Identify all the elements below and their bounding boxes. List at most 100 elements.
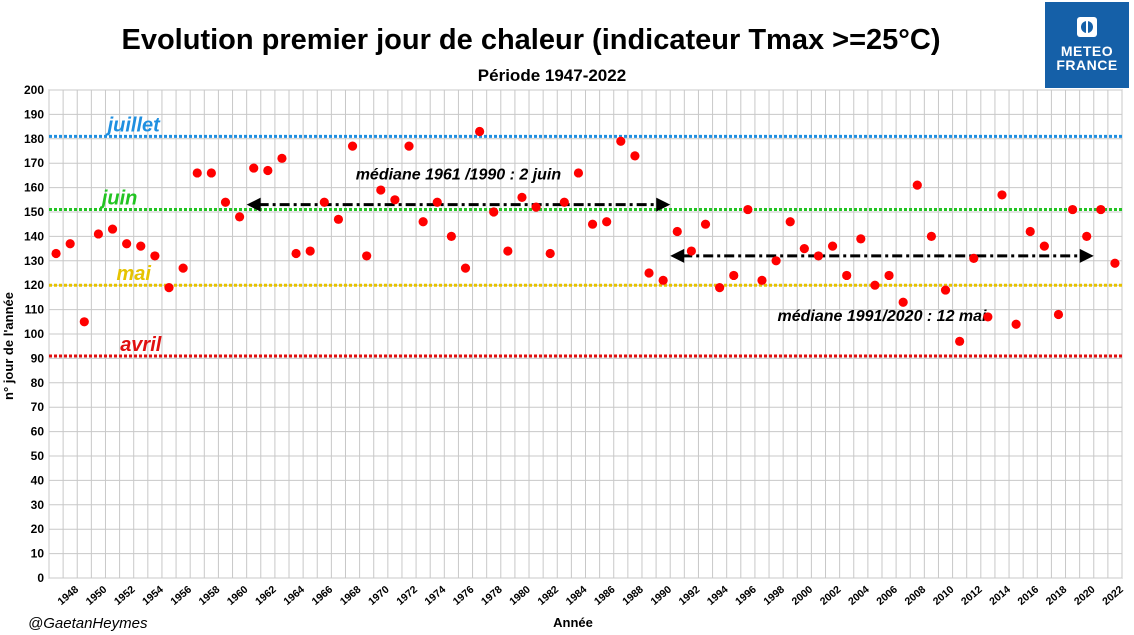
plot-grid <box>48 89 1123 579</box>
x-tick-label: 1948 <box>55 583 81 607</box>
x-tick-label: 1954 <box>140 583 166 607</box>
data-point <box>79 317 89 327</box>
meteo-france-logo: METEO FRANCE <box>1045 2 1129 88</box>
y-tick-label: 10 <box>31 547 45 561</box>
data-point <box>715 283 725 293</box>
x-tick-label: 2022 <box>1100 583 1126 607</box>
x-tick-label: 2020 <box>1072 583 1098 607</box>
data-point <box>1025 226 1035 237</box>
x-tick-label: 2016 <box>1015 583 1041 607</box>
data-point <box>686 246 696 256</box>
y-tick-label: 50 <box>31 449 45 463</box>
median-arrowhead-right <box>656 197 671 212</box>
y-tick-label: 60 <box>31 425 45 439</box>
x-axis-ticks: 1948 1950 1952 1954 1956 1958 1960 1962 1964 1966… <box>55 583 1125 607</box>
x-tick-label: 2014 <box>987 583 1013 607</box>
data-point <box>1053 309 1064 320</box>
median-arrowhead-left <box>670 248 685 263</box>
x-tick-label: 1962 <box>253 583 279 607</box>
x-tick-label: 2008 <box>903 583 929 607</box>
data-point <box>912 180 922 190</box>
y-tick-label: 70 <box>31 400 45 414</box>
data-point <box>376 185 386 195</box>
data-point <box>206 168 216 178</box>
data-point <box>969 253 979 263</box>
data-point <box>616 136 626 146</box>
data-point <box>164 283 174 293</box>
data-points <box>51 126 1120 346</box>
x-tick-label: 2000 <box>790 583 816 607</box>
x-tick-label: 1970 <box>366 583 392 607</box>
data-point <box>926 231 937 241</box>
x-tick-label: 2004 <box>846 583 872 607</box>
data-point <box>362 251 372 261</box>
median-arrowhead-right <box>1079 248 1094 263</box>
data-point <box>122 239 132 249</box>
reference-label-juillet: juillet <box>105 114 162 136</box>
data-point <box>192 168 202 178</box>
data-point <box>517 192 527 202</box>
data-point <box>898 297 908 307</box>
data-point <box>955 336 965 346</box>
data-point <box>940 285 951 295</box>
median-annotation: médiane 1991/2020 : 12 mai <box>777 308 987 325</box>
y-tick-label: 200 <box>24 83 44 97</box>
y-axis-ticks: 0 10 20 30 40 50 60 70 80 90 100 110 120 130 140 150 160… <box>24 83 44 585</box>
chart-title: Evolution premier jour de chaleur (indic… <box>122 24 941 56</box>
data-point <box>178 263 188 273</box>
y-tick-label: 20 <box>31 522 45 536</box>
meteo-france-emblem-icon <box>1077 17 1097 37</box>
data-point <box>630 151 640 161</box>
data-point <box>1067 204 1078 215</box>
data-point <box>771 256 781 266</box>
data-point <box>785 217 795 227</box>
y-tick-label: 90 <box>31 351 45 365</box>
data-point <box>65 239 75 249</box>
x-tick-label: 1960 <box>225 583 251 607</box>
x-tick-label: 1950 <box>84 583 110 607</box>
x-tick-label: 1978 <box>479 583 505 607</box>
x-tick-label: 1958 <box>197 583 223 607</box>
data-point <box>827 241 838 251</box>
x-tick-label: 1984 <box>564 583 590 607</box>
data-point <box>813 251 824 261</box>
data-point <box>333 214 344 224</box>
x-tick-label: 1964 <box>281 583 307 607</box>
data-point <box>672 226 682 237</box>
data-point <box>150 251 160 261</box>
data-point <box>545 248 555 259</box>
y-tick-label: 150 <box>24 205 44 219</box>
logo-text-line2: FRANCE <box>1056 57 1118 73</box>
data-point <box>390 195 400 205</box>
x-tick-label: 1972 <box>394 583 420 607</box>
chart-subtitle: Période 1947-2022 <box>478 66 626 85</box>
x-tick-label: 1980 <box>507 583 533 607</box>
x-tick-label: 2010 <box>931 583 957 607</box>
data-point <box>644 268 654 278</box>
x-tick-label: 1996 <box>733 583 759 607</box>
x-tick-label: 1952 <box>112 583 138 607</box>
data-point <box>277 153 287 163</box>
x-tick-label: 1956 <box>168 583 194 607</box>
x-axis-label: Année <box>553 615 593 630</box>
y-tick-label: 170 <box>24 156 44 170</box>
x-tick-label: 1994 <box>705 583 731 607</box>
data-point <box>263 165 273 176</box>
data-point <box>418 217 428 227</box>
data-point <box>305 246 315 256</box>
reference-label-avril: avril <box>120 334 162 356</box>
data-point <box>856 234 866 244</box>
x-tick-label: 1974 <box>423 583 449 607</box>
data-point <box>432 197 442 207</box>
y-tick-label: 130 <box>24 254 44 268</box>
data-point <box>475 126 485 137</box>
data-point <box>489 207 499 217</box>
data-point <box>1082 231 1092 241</box>
data-point <box>319 197 329 207</box>
y-tick-label: 110 <box>25 303 45 317</box>
y-tick-label: 160 <box>24 181 44 195</box>
data-point <box>559 197 569 207</box>
data-point <box>460 263 471 273</box>
x-tick-label: 1968 <box>338 583 364 607</box>
